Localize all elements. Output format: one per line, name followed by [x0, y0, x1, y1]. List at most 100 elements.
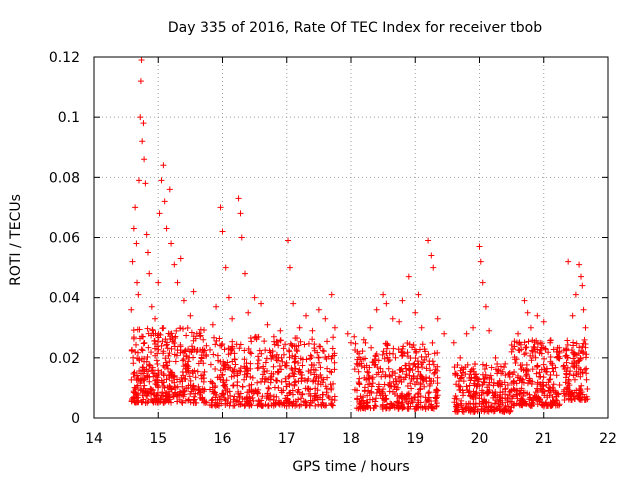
data-point: [369, 380, 376, 387]
data-point: [371, 402, 378, 409]
data-point: [533, 396, 540, 403]
data-point: [412, 381, 419, 388]
data-point: [164, 345, 171, 352]
data-point: [295, 342, 302, 349]
data-point: [492, 366, 499, 373]
data-point: [280, 387, 287, 394]
data-point: [528, 357, 535, 364]
data-point: [538, 350, 545, 357]
data-point: [532, 348, 539, 355]
data-point: [428, 252, 435, 259]
data-point: [565, 258, 572, 265]
data-point: [513, 391, 520, 398]
data-point: [292, 398, 299, 405]
data-point: [547, 339, 554, 346]
data-point: [434, 380, 441, 387]
data-point: [254, 389, 261, 396]
data-point: [227, 392, 234, 399]
data-point: [434, 315, 441, 322]
data-point: [193, 330, 200, 337]
data-point: [390, 345, 397, 352]
data-point: [418, 353, 425, 360]
data-point: [408, 385, 415, 392]
data-point: [324, 374, 331, 381]
data-point: [192, 374, 199, 381]
data-point: [434, 363, 441, 370]
data-point: [230, 368, 237, 375]
data-point: [179, 369, 186, 376]
data-point: [219, 228, 226, 235]
data-point: [311, 371, 318, 378]
data-point: [379, 368, 386, 375]
data-point: [454, 362, 461, 369]
data-point: [172, 335, 179, 342]
data-point: [238, 234, 245, 241]
data-point: [130, 360, 137, 367]
data-point: [547, 358, 554, 365]
data-point: [497, 363, 504, 370]
data-point: [291, 371, 298, 378]
data-point: [582, 344, 589, 351]
data-point: [541, 392, 548, 399]
data-point: [148, 303, 155, 310]
data-point: [166, 350, 173, 357]
data-point: [172, 389, 179, 396]
data-point: [566, 371, 573, 378]
data-point: [130, 327, 137, 334]
data-point: [377, 365, 384, 372]
data-point: [265, 385, 272, 392]
data-point: [180, 349, 187, 356]
data-point: [241, 270, 248, 277]
data-point: [160, 393, 167, 400]
data-point: [511, 338, 518, 345]
data-point: [228, 347, 235, 354]
data-point: [404, 391, 411, 398]
data-point: [433, 400, 440, 407]
data-point: [161, 198, 168, 205]
data-point: [571, 395, 578, 402]
data-point: [192, 390, 199, 397]
data-point: [565, 395, 572, 402]
data-point: [518, 400, 525, 407]
data-point: [411, 360, 418, 367]
data-point: [378, 373, 385, 380]
data-point: [289, 391, 296, 398]
data-point: [375, 357, 382, 364]
chart-title: Day 335 of 2016, Rate Of TEC Index for r…: [168, 20, 542, 36]
data-point: [214, 352, 221, 359]
data-point: [141, 355, 148, 362]
data-point: [229, 315, 236, 322]
data-point: [323, 389, 330, 396]
data-point: [523, 373, 530, 380]
data-point: [469, 394, 476, 401]
data-point: [144, 325, 151, 332]
data-point: [521, 351, 528, 358]
data-point: [505, 403, 512, 410]
data-point: [152, 377, 159, 384]
data-point: [521, 339, 528, 346]
data-point: [565, 378, 572, 385]
data-point: [412, 309, 419, 316]
data-point: [477, 258, 484, 265]
x-tick-label: 17: [278, 431, 296, 447]
y-tick-label: 0.08: [49, 170, 80, 186]
data-point: [546, 384, 553, 391]
data-point: [527, 402, 534, 409]
data-point: [264, 390, 271, 397]
data-point: [286, 354, 293, 361]
data-point: [248, 381, 255, 388]
data-point: [569, 389, 576, 396]
data-point: [415, 291, 422, 298]
data-point: [158, 177, 165, 184]
data-point: [286, 347, 293, 354]
data-point: [399, 297, 406, 304]
data-point: [574, 393, 581, 400]
data-point: [264, 321, 271, 328]
x-tick-label: 21: [535, 431, 553, 447]
data-point: [276, 362, 283, 369]
data-point: [322, 315, 329, 322]
data-point: [160, 372, 167, 379]
data-point: [230, 382, 237, 389]
data-point: [255, 397, 262, 404]
data-point: [239, 395, 246, 402]
